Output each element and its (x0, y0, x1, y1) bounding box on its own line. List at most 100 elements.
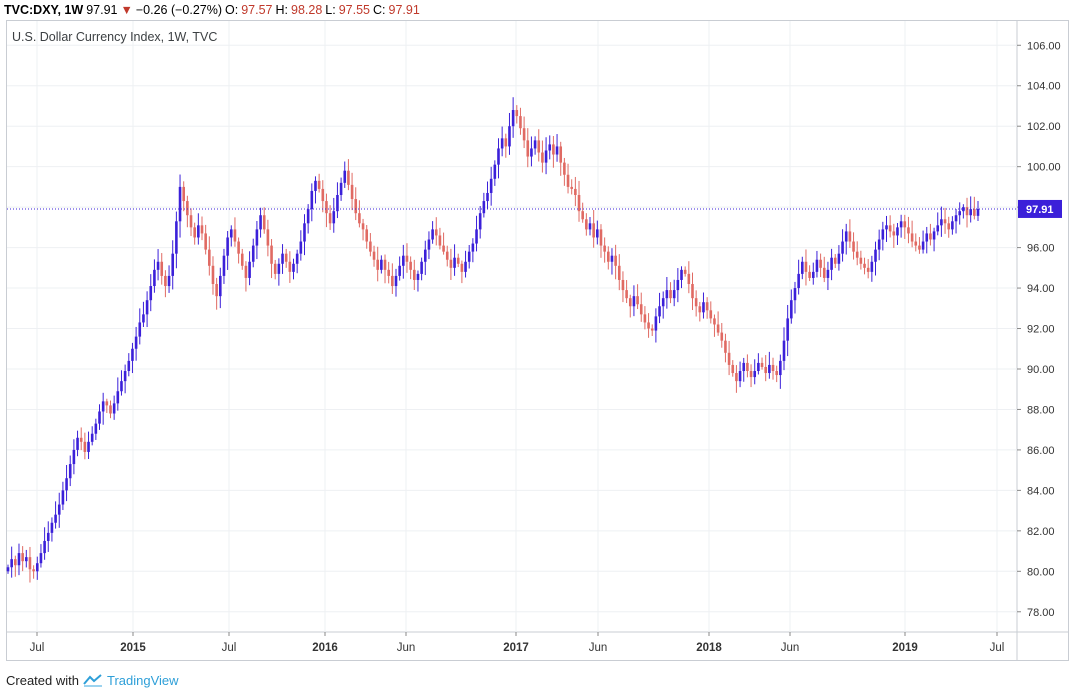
candle (189, 208, 193, 237)
candle (21, 546, 24, 572)
price-axis-tick-label: 102.00 (1027, 121, 1061, 133)
candle (779, 354, 782, 389)
candle (559, 141, 563, 176)
candle (456, 253, 460, 268)
candle (877, 229, 881, 261)
candle (958, 202, 961, 225)
candle (511, 97, 515, 138)
candle (482, 192, 486, 218)
candle (358, 200, 361, 228)
candle (288, 251, 292, 283)
candle (32, 565, 35, 579)
price-axis-tick-label: 92.00 (1027, 324, 1055, 336)
chart-frame (6, 20, 1069, 661)
candle (603, 237, 606, 263)
candle (940, 206, 943, 237)
candle (863, 257, 866, 275)
candle (519, 107, 522, 135)
candle (837, 245, 841, 271)
candle (650, 324, 654, 337)
candle (182, 181, 185, 212)
candle (599, 224, 603, 258)
candle (76, 430, 79, 457)
low-label: L: (325, 3, 336, 17)
candle (921, 230, 925, 254)
candle (270, 239, 273, 279)
candle (39, 544, 43, 568)
candle (153, 259, 156, 293)
candle (248, 251, 251, 286)
candle (628, 294, 632, 318)
candle (654, 308, 658, 343)
candle (204, 224, 207, 255)
symbol-label[interactable]: TVC:DXY, 1W (4, 3, 84, 17)
candle (709, 301, 713, 324)
tradingview-brand[interactable]: TradingView (106, 672, 179, 688)
close-value: 97.91 (388, 3, 420, 17)
candle (918, 237, 921, 254)
candle (592, 209, 595, 248)
candle (581, 202, 584, 223)
candle (760, 357, 764, 370)
candle (962, 204, 965, 219)
candle (486, 181, 489, 209)
candle (478, 206, 482, 239)
candle (555, 134, 559, 162)
candle (936, 212, 940, 236)
candle (647, 313, 650, 338)
price-axis-tick-label: 78.00 (1027, 607, 1055, 619)
candle (530, 136, 533, 167)
candle (526, 128, 530, 168)
candle (10, 546, 13, 578)
candle (427, 231, 431, 260)
candle (896, 222, 899, 245)
candle (295, 249, 299, 274)
candle (639, 292, 643, 322)
candle (731, 360, 735, 377)
candle (413, 259, 416, 290)
candle (361, 218, 365, 241)
price-axis-tick-label: 96.00 (1027, 243, 1055, 255)
candle (317, 173, 321, 193)
created-with-text: Created with (6, 672, 79, 688)
time-axis[interactable]: Jul 2015 Jul 2016 Jun 2017 Jun 2018 Jun 2019 Jul (30, 632, 1005, 654)
candle (965, 197, 969, 228)
time-axis-tick-label: Jul (990, 642, 1005, 654)
price-axis[interactable]: 106.00104.00102.00100.0098.0096.0094.009… (1017, 40, 1061, 619)
candle (28, 546, 32, 583)
candle (617, 254, 621, 291)
candle (566, 163, 570, 194)
candle (90, 426, 94, 446)
candle (197, 213, 200, 245)
candle (544, 137, 548, 175)
candle (943, 207, 947, 234)
candle (493, 160, 497, 186)
candle (277, 258, 281, 286)
candle (632, 285, 636, 317)
candle (782, 327, 786, 371)
close-label: C: (373, 3, 386, 17)
price-chart[interactable]: 106.00104.00102.00100.0098.0096.0094.009… (0, 0, 1076, 665)
candle (149, 274, 153, 312)
candle (852, 232, 855, 260)
candle (325, 193, 328, 228)
candle (467, 245, 471, 269)
candle (903, 214, 907, 239)
candle (142, 301, 145, 328)
candle (694, 290, 698, 317)
candle (259, 207, 262, 238)
candle (87, 431, 90, 459)
candle (68, 455, 72, 487)
candle (79, 427, 83, 451)
candle (171, 240, 175, 290)
candle (369, 233, 372, 257)
candle (453, 244, 456, 276)
candle (588, 217, 592, 236)
candle (790, 289, 793, 324)
candle (614, 244, 617, 280)
candle (665, 277, 669, 309)
candle (193, 222, 196, 245)
candle (255, 221, 259, 260)
candle (749, 364, 753, 388)
price-axis-tick-label: 80.00 (1027, 566, 1055, 578)
